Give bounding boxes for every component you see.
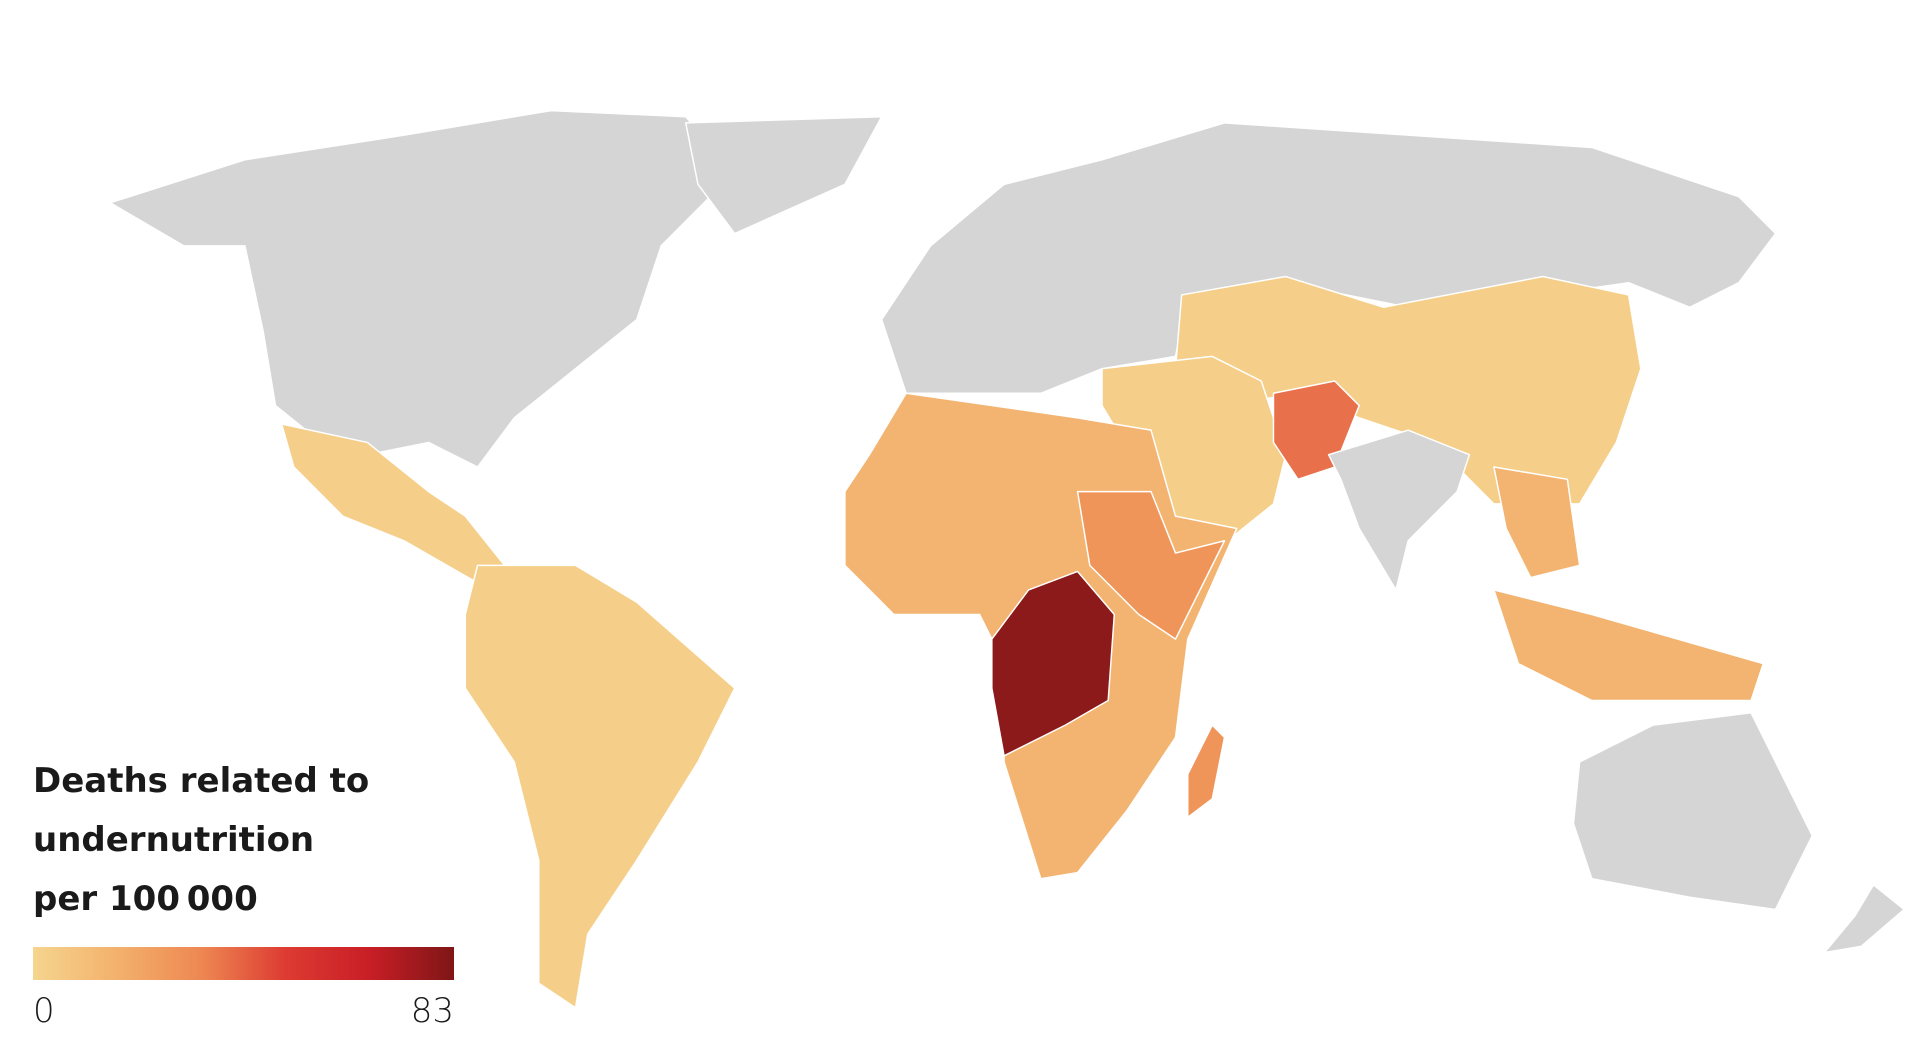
legend-title: Deaths related to	[33, 761, 369, 801]
madagascar	[1187, 724, 1226, 819]
southeast-asia	[1493, 466, 1581, 579]
new-zealand	[1823, 884, 1905, 954]
south-america	[464, 564, 736, 1009]
greenland	[684, 116, 883, 235]
scale-tick-label: 0	[33, 991, 55, 1031]
india	[1327, 429, 1471, 591]
east-africa	[1076, 490, 1226, 640]
central-africa	[991, 570, 1116, 757]
australia	[1572, 712, 1813, 911]
world-map	[109, 109, 1905, 1009]
color-bar	[33, 947, 454, 980]
north-america	[109, 109, 736, 468]
legend: Deaths related to undernutrition per 100 0…	[33, 761, 454, 1031]
legend-title: undernutrition	[33, 820, 314, 860]
scale-tick-label: 83	[411, 991, 454, 1031]
europe-russia	[880, 122, 1777, 395]
legend-title: per 100 000	[33, 879, 258, 919]
indonesia	[1493, 589, 1765, 702]
